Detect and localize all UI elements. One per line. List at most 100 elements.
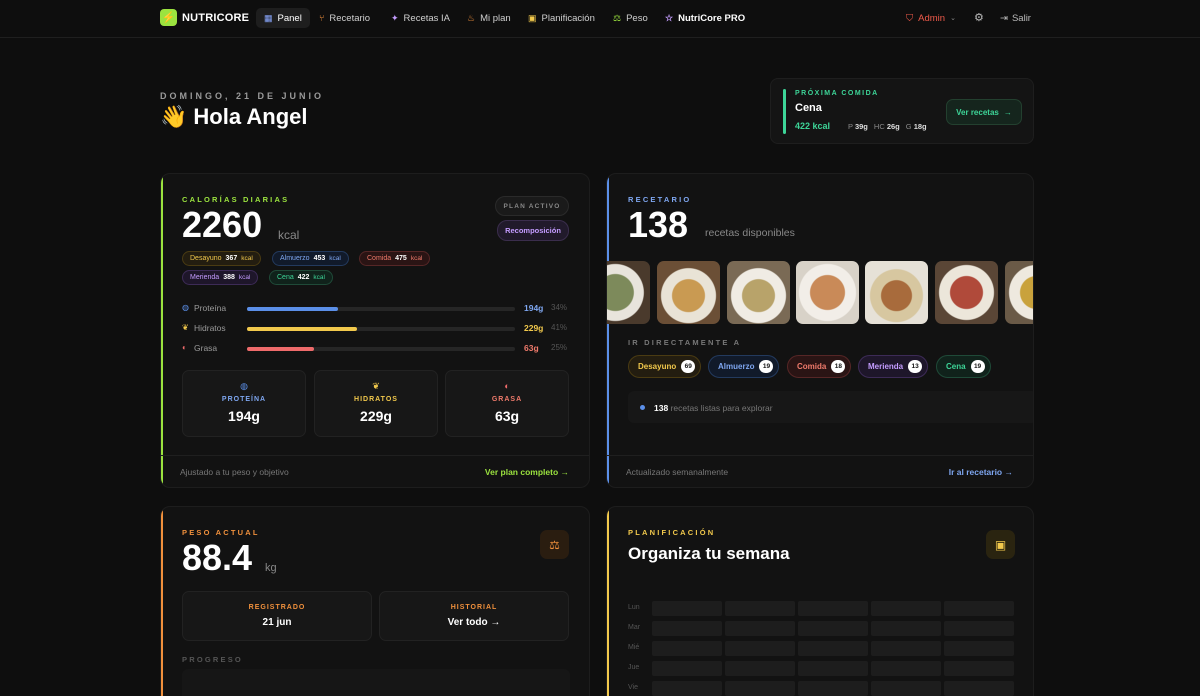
ir-recetario-link[interactable]: Ir al recetario → [948, 467, 1013, 477]
plan-cell[interactable] [944, 621, 1014, 636]
plan-name-badge[interactable]: Recomposición [497, 220, 569, 241]
nav-item-mi-plan[interactable]: ♨ Mi plan [459, 8, 519, 28]
nav-label: Recetario [329, 12, 371, 24]
ver-recetas-button[interactable]: Ver recetas → [946, 99, 1022, 125]
plan-cell[interactable] [652, 681, 722, 696]
accent-bar [607, 507, 609, 696]
chip-count: 19 [970, 360, 985, 373]
plan-cell[interactable] [725, 601, 795, 616]
chip-comida[interactable]: Comida 18 [787, 355, 852, 378]
macro-row-hidratos: ❦ Hidratos 229g 41% [182, 323, 572, 335]
macro-pct: 34% [551, 303, 568, 312]
plan-cell[interactable] [944, 661, 1014, 676]
button-label: Ver recetas [956, 107, 999, 117]
plan-cell[interactable] [652, 661, 722, 676]
plan-cell[interactable] [798, 621, 868, 636]
nav-item-pro[interactable]: ☆ NutriCore PRO [657, 8, 753, 28]
peso-eyebrow: PESO ACTUAL [182, 528, 260, 537]
chip-cena[interactable]: Cena 19 [936, 355, 991, 378]
ver-plan-link[interactable]: Ver plan completo → [484, 467, 569, 477]
recipe-thumbnail[interactable] [727, 261, 790, 324]
plan-cell[interactable] [871, 661, 941, 676]
card-footer: Ajustado a tu peso y objetivo Ver plan c… [161, 455, 589, 487]
chip-count: 19 [759, 360, 774, 373]
nav-item-panel[interactable]: ▦ Panel [256, 8, 310, 28]
next-meal-name: Cena [795, 102, 822, 114]
card-footer: Actualizado semanalmente Ir al recetario… [607, 455, 1033, 487]
nav-label: Panel [277, 12, 302, 24]
scale-icon[interactable]: ⚖ [540, 530, 569, 559]
footer-note: Ajustado a tu peso y objetivo [180, 467, 289, 477]
plan-cell[interactable] [652, 621, 722, 636]
meal-chip-merienda: Merienda 388 kcal [182, 270, 259, 285]
plan-cell[interactable] [725, 681, 795, 696]
chip-merienda[interactable]: Merienda 13 [858, 355, 929, 378]
nav-label: Planificación [541, 12, 595, 24]
recetario-eyebrow: RECETARIO [628, 195, 692, 204]
plan-cell[interactable] [652, 641, 722, 656]
utensils-icon: ⑂ [319, 13, 325, 23]
chip-desayuno[interactable]: Desayuno 69 [628, 355, 702, 378]
weight-unit: kg [265, 562, 277, 574]
history-box[interactable]: HISTORIAL Ver todo → [379, 591, 569, 641]
nav-label: Mi plan [480, 12, 511, 24]
recipe-thumbnail[interactable] [1005, 261, 1033, 324]
plan-cell[interactable] [725, 641, 795, 656]
plan-cell[interactable] [725, 621, 795, 636]
day-label: Mar [628, 624, 641, 631]
recipe-info-bar: 138 recetas listas para explorar [628, 391, 1033, 423]
macro-pct: 41% [551, 323, 568, 332]
plan-cell[interactable] [725, 661, 795, 676]
next-meal-kcal: 422 kcal [795, 121, 831, 131]
nav-item-planificacion[interactable]: ▣ Planificación [520, 8, 603, 28]
macro-grams: 63g [524, 343, 539, 353]
plan-cell[interactable] [871, 641, 941, 656]
plan-cell[interactable] [798, 661, 868, 676]
macro-box-grasa: ◐ GRASA 63g [445, 370, 569, 437]
logout-button[interactable]: ⇥ Salir [1000, 8, 1031, 28]
nav-item-peso[interactable]: ⚖ Peso [605, 8, 656, 28]
plan-cell[interactable] [798, 681, 868, 696]
progress-label: PROGRESO [182, 655, 243, 664]
nav-item-recetario[interactable]: ⑂ Recetario [311, 8, 378, 28]
accent-bar [607, 174, 609, 487]
meal-chip-desayuno: Desayuno 367 kcal [182, 251, 261, 266]
box-value: 63g [494, 408, 520, 424]
planificacion-eyebrow: PLANIFICACIÓN [628, 528, 716, 537]
recipe-thumbnail[interactable] [796, 261, 859, 324]
chip-label: Comida [797, 362, 827, 371]
calendar-icon[interactable]: ▣ [986, 530, 1015, 559]
plan-cell[interactable] [871, 601, 941, 616]
meal-chip-cena: Cena 422 kcal [269, 270, 333, 285]
chip-label: Cena [946, 362, 966, 371]
recipe-thumbnail[interactable] [935, 261, 998, 324]
plan-cell[interactable] [871, 621, 941, 636]
plan-cell[interactable] [798, 641, 868, 656]
recipe-thumbnail[interactable] [865, 261, 928, 324]
brand-logo[interactable]: ⚡ NUTRICORE [160, 9, 249, 26]
registered-value: 21 jun [262, 617, 292, 628]
macro-row-proteina: ◍ Proteína 194g 34% [182, 303, 572, 315]
calendar-icon: ▣ [528, 12, 537, 23]
plan-cell[interactable] [944, 601, 1014, 616]
nav-item-recetas-ia[interactable]: ✦ Recetas IA [383, 8, 458, 28]
macro-grams: 194g [524, 303, 544, 313]
calories-eyebrow: CALORÍAS DIARIAS [182, 195, 290, 204]
day-label: Mié [628, 644, 640, 651]
admin-menu[interactable]: ⛉ Admin ⌄ [900, 8, 962, 28]
gear-icon[interactable]: ⚙ [974, 12, 984, 24]
chevron-down-icon: ⌄ [950, 15, 956, 22]
plan-cell[interactable] [944, 681, 1014, 696]
chip-almuerzo[interactable]: Almuerzo 19 [708, 355, 780, 378]
macro-track [247, 327, 515, 331]
plan-cell[interactable] [871, 681, 941, 696]
plan-cell[interactable] [798, 601, 868, 616]
macro-box-proteina: ◍ PROTEÍNA 194g [182, 370, 306, 437]
plan-cell[interactable] [652, 601, 722, 616]
recipe-thumbnail[interactable] [607, 261, 650, 324]
recipe-thumbnail[interactable] [657, 261, 720, 324]
bullet-dot [640, 405, 645, 410]
box-label: GRASA [491, 396, 523, 403]
ver-todo-link[interactable]: Ver todo → [447, 617, 501, 628]
plan-cell[interactable] [944, 641, 1014, 656]
